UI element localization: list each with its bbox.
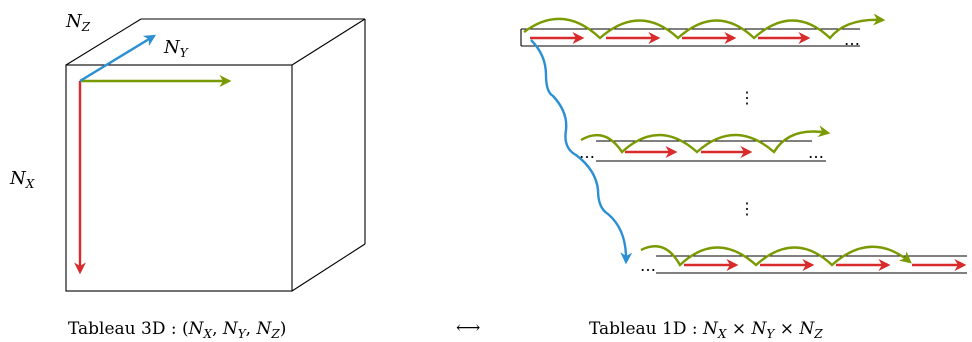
vertical-ellipsis-upper: ⋮: [739, 88, 755, 107]
axis-y-arrow: [79, 34, 157, 83]
row2-ellipsis-left: …: [579, 143, 595, 162]
cube-top-right-edge: [291, 18, 366, 66]
array-1d: … ⋮ … … ⋮: [520, 13, 967, 275]
array-row-2: … …: [579, 125, 831, 162]
row2-ellipsis-right: …: [808, 143, 824, 162]
row3-green-hops: [640, 245, 912, 267]
label-nz: NZ: [65, 11, 91, 34]
cube-front-face: [65, 64, 293, 292]
cube-3d: NZ NY NX: [9, 11, 366, 292]
blue-row-jump-arrow: [530, 39, 633, 265]
cube-top-left-edge: [65, 18, 142, 66]
row2-green-hops: [580, 125, 831, 154]
vertical-ellipsis-lower: ⋮: [739, 199, 755, 218]
row1-green-hops: [523, 13, 886, 40]
caption-3d-array: Tableau 3D : (NX, NY, NZ): [68, 319, 286, 341]
row3-ellipsis: …: [640, 256, 656, 275]
caption-1d-array: Tableau 1D : NX × NY × NZ: [589, 319, 823, 341]
caption-equivalence-arrow: ⟷: [456, 318, 480, 338]
array-row-3: …: [640, 245, 967, 275]
row1-ellipsis: …: [844, 30, 860, 49]
label-nx: NX: [9, 168, 35, 191]
cube-bottom-right-edge: [291, 243, 366, 292]
label-ny: NY: [163, 37, 189, 60]
array-row-1: …: [520, 13, 886, 49]
